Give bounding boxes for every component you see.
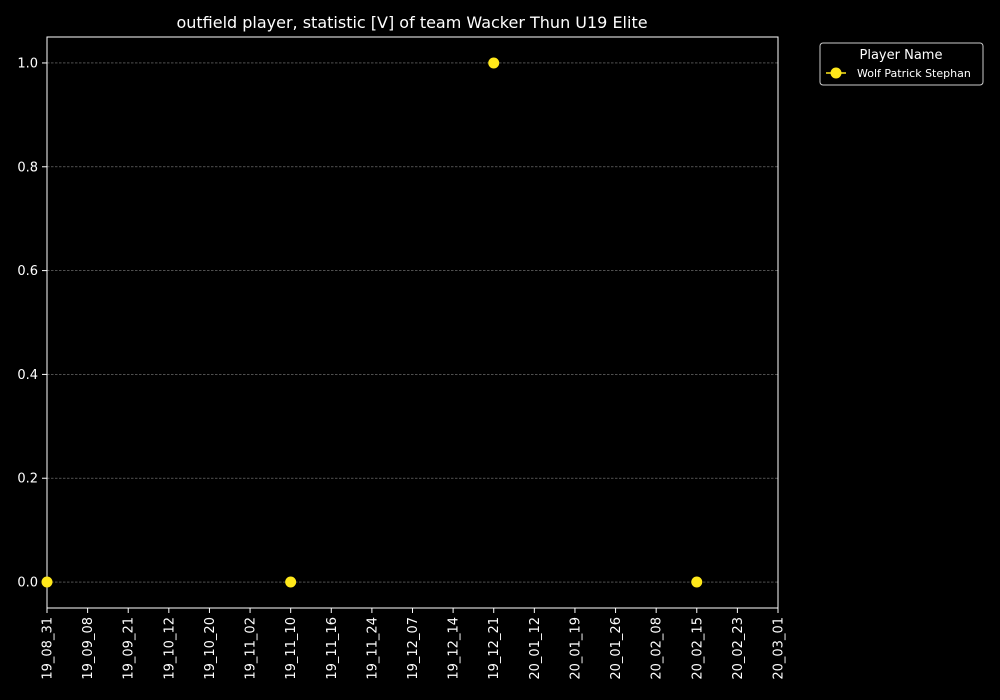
x-tick-label: 19_09_21 (122, 617, 137, 680)
y-tick-label: 0.2 (17, 472, 38, 487)
x-tick-label: 19_12_07 (406, 617, 421, 680)
data-point (285, 576, 297, 588)
x-tick-label: 19_11_16 (325, 617, 340, 680)
legend-label: Wolf Patrick Stephan (857, 67, 971, 80)
x-tick-label: 20_03_01 (772, 617, 787, 680)
x-tick-label: 20_02_08 (650, 617, 665, 680)
x-tick-label: 20_01_26 (609, 617, 624, 680)
x-tick-label: 19_10_20 (203, 617, 218, 680)
y-tick-label: 0.8 (17, 160, 38, 175)
data-points (41, 57, 703, 588)
x-tick-label: 19_12_14 (447, 617, 462, 680)
x-tick-label: 20_01_19 (568, 617, 583, 680)
legend-marker (830, 67, 842, 79)
legend-entries: Wolf Patrick Stephan (826, 67, 971, 80)
x-tick-label: 20_01_12 (528, 617, 543, 680)
x-tick-label: 19_12_21 (487, 617, 502, 680)
data-point (488, 57, 500, 69)
legend-box (819, 42, 984, 86)
chart-title: outfield player, statistic [V] of team W… (176, 13, 647, 32)
x-tick-label: 20_02_15 (690, 617, 705, 680)
x-tick-label: 20_02_23 (731, 617, 746, 680)
y-tick-label: 0.0 (17, 576, 38, 591)
y-tick-label: 0.4 (17, 368, 38, 383)
legend: Player Name Wolf Patrick Stephan (819, 42, 984, 86)
legend-title: Player Name (860, 48, 943, 63)
y-tick-label: 1.0 (17, 56, 38, 71)
axes: 0.0 0.2 0.4 0.6 0.8 1.0 19_08_31 19_09_08 19_09_… (17, 36, 787, 680)
data-point (691, 576, 703, 588)
x-tick-label: 19_08_31 (41, 617, 56, 680)
data-point (41, 576, 53, 588)
x-tick-label: 19_11_24 (365, 617, 380, 680)
x-tick-label: 19_11_10 (284, 617, 299, 680)
x-tick-label: 19_09_08 (81, 617, 96, 680)
y-tick-label: 0.6 (17, 264, 38, 279)
grid-lines (47, 62, 778, 583)
axes-frame (46, 36, 779, 609)
x-tick-label: 19_11_02 (244, 617, 259, 680)
x-tick-label: 19_10_12 (162, 617, 177, 680)
